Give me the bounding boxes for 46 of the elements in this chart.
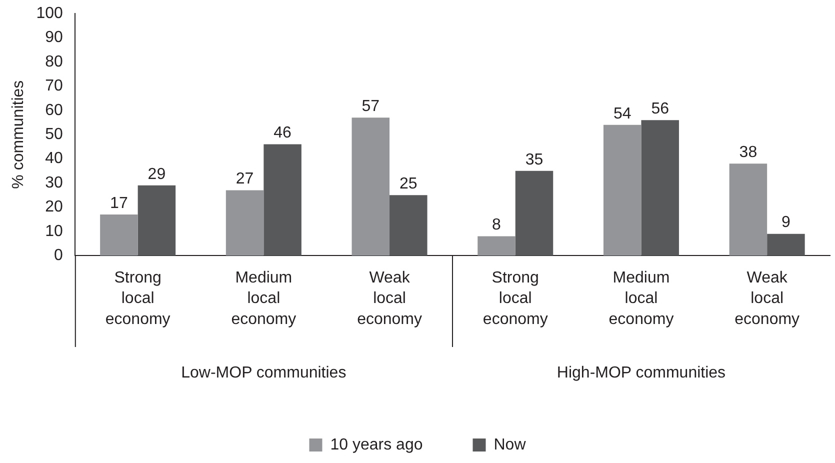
x-tick-label: Strong local economy [482, 269, 548, 328]
data-label: 17 [110, 194, 128, 212]
data-label: 29 [148, 166, 166, 183]
bar [226, 190, 264, 256]
legend-label: Now [494, 436, 526, 454]
bar [138, 185, 176, 256]
data-label: 9 [782, 214, 790, 232]
x-tick-label: Medium local economy [608, 269, 674, 328]
bar [767, 234, 805, 256]
data-label: 56 [651, 100, 670, 118]
y-tick-label: 10 [45, 222, 63, 240]
y-tick-label: 0 [54, 247, 63, 264]
bar [390, 195, 428, 256]
bar [352, 118, 390, 256]
data-label: 57 [362, 98, 380, 116]
text: Low-MOP communities [181, 364, 346, 382]
bar [515, 170, 554, 256]
y-tick-label: 30 [45, 174, 63, 192]
bar [641, 120, 679, 256]
y-tick-label: 40 [45, 150, 63, 168]
y-tick-label: 20 [45, 198, 63, 216]
x-tick-label: Weak local economy [734, 269, 800, 328]
y-tick-label: 100 [36, 5, 63, 22]
data-label: 8 [492, 216, 502, 234]
x-tick-label: Medium local economy [231, 269, 296, 328]
legend-label: 10 years ago [330, 436, 423, 454]
data-label: 46 [274, 124, 292, 142]
bar [264, 144, 302, 256]
y-tick-label: 60 [45, 102, 63, 119]
y-tick-label: 90 [45, 29, 63, 46]
y-tick-label: 50 [45, 126, 63, 144]
bar [478, 236, 516, 256]
x-tick-label: Strong local economy [105, 269, 170, 328]
x-tick-label: Weak local economy [357, 269, 422, 328]
text: High-MOP communities [556, 364, 726, 382]
y-axis-title: % communities [10, 80, 28, 189]
y-tick-label: 70 [45, 78, 63, 95]
data-label: 54 [613, 105, 632, 122]
data-label: 27 [236, 170, 254, 188]
bar [100, 214, 138, 256]
bar [603, 124, 642, 256]
data-label: 25 [400, 176, 418, 193]
bar [729, 164, 768, 256]
data-label: 38 [739, 144, 758, 162]
y-tick-label: 80 [45, 53, 63, 70]
data-label: 35 [525, 151, 544, 168]
